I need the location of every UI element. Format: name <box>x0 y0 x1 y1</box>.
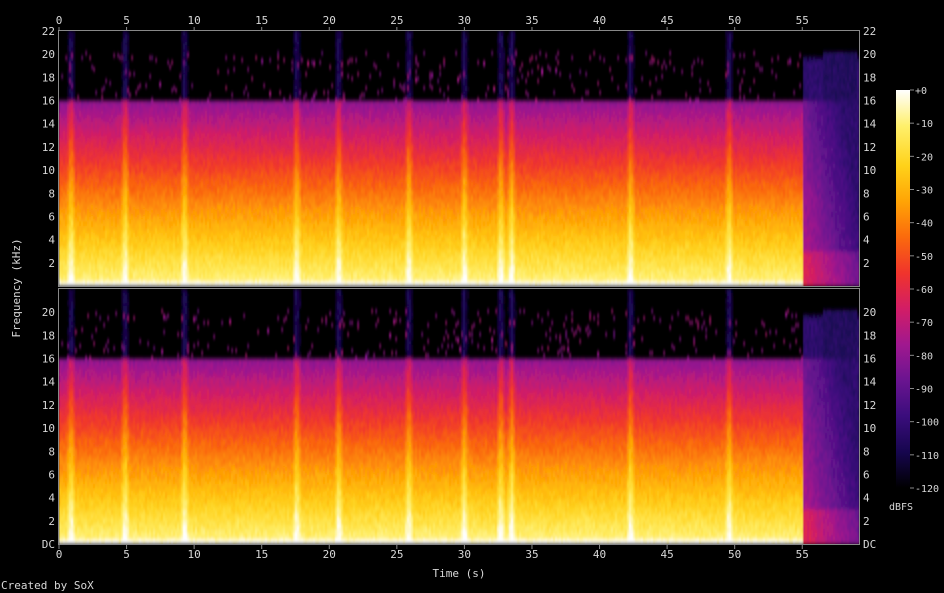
x-tick-label-bottom-9: 45 <box>660 548 673 561</box>
x-tick-label-top-2: 10 <box>188 14 201 27</box>
y-tick-label-ch2-right-7: 14 <box>863 376 877 389</box>
y-tick-label-ch2-right-6: 12 <box>863 399 876 412</box>
colorbar-tick-label-1: -10 <box>915 119 933 130</box>
y-tick-label-ch1-left-1: 4 <box>48 234 55 247</box>
colorbar-label: dBFS <box>889 502 913 513</box>
y-tick-label-ch2-left-2: 4 <box>48 492 55 505</box>
y-tick-label-ch2-left-6: 12 <box>42 399 55 412</box>
y-tick-label-ch1-right-0: 2 <box>863 257 870 270</box>
x-tick-label-bottom-11: 55 <box>796 548 809 561</box>
x-tick-label-top-5: 25 <box>390 14 403 27</box>
y-tick-label-ch2-right-8: 16 <box>863 353 876 366</box>
colorbar-tick-label-8: -80 <box>915 351 933 362</box>
y-tick-label-ch2-right-3: 6 <box>863 468 870 481</box>
y-tick-label-ch2-right-4: 8 <box>863 445 870 458</box>
spectrogram-channel-2 <box>59 289 859 544</box>
y-tick-label-ch2-left-4: 8 <box>48 445 55 458</box>
y-tick-label-ch1-left-10: 22 <box>42 25 55 38</box>
x-tick-label-bottom-7: 35 <box>525 548 538 561</box>
y-tick-label-ch1-right-6: 14 <box>863 118 877 131</box>
colorbar-tick-label-7: -70 <box>915 318 933 329</box>
y-tick-label-ch2-left-9: 18 <box>42 329 55 342</box>
y-tick-label-ch2-left-5: 10 <box>42 422 55 435</box>
y-tick-label-ch2-left-1: 2 <box>48 515 55 528</box>
spectrogram-channel-1 <box>59 31 859 286</box>
y-tick-label-ch2-left-3: 6 <box>48 468 55 481</box>
y-tick-label-ch1-left-2: 6 <box>48 210 55 223</box>
y-tick-label-ch1-left-8: 18 <box>42 71 55 84</box>
y-tick-label-ch2-right-2: 4 <box>863 492 870 505</box>
y-tick-label-ch1-right-9: 20 <box>863 48 876 61</box>
y-tick-label-ch2-left-7: 14 <box>42 376 56 389</box>
y-tick-label-ch1-right-2: 6 <box>863 210 870 223</box>
y-tick-label-ch2-right-9: 18 <box>863 329 876 342</box>
x-tick-label-top-3: 15 <box>255 14 268 27</box>
x-tick-label-bottom-10: 50 <box>728 548 741 561</box>
y-tick-label-ch2-left-8: 16 <box>42 353 55 366</box>
y-tick-label-ch1-right-3: 8 <box>863 187 870 200</box>
x-tick-label-bottom-4: 20 <box>323 548 336 561</box>
x-tick-label-bottom-1: 5 <box>123 548 130 561</box>
y-tick-label-ch1-left-7: 16 <box>42 95 55 108</box>
colorbar-ticks: +0 -10 -20 -30 -40 -50 -60 -70 -80 -90 -100 -110 -12… <box>910 86 939 495</box>
y-tick-label-ch1-left-4: 10 <box>42 164 55 177</box>
y-tick-label-ch2-right-10: 20 <box>863 306 876 319</box>
x-tick-label-top-1: 5 <box>123 14 130 27</box>
x-tick-label-bottom-5: 25 <box>390 548 403 561</box>
colorbar-tick-label-10: -100 <box>915 418 939 429</box>
x-tick-label-top-10: 50 <box>728 14 741 27</box>
y-tick-label-ch1-left-3: 8 <box>48 187 55 200</box>
y-tick-label-ch2-left-10: 20 <box>42 306 55 319</box>
x-tick-label-bottom-2: 10 <box>188 548 201 561</box>
y-tick-label-ch1-left-5: 12 <box>42 141 55 154</box>
x-tick-label-top-9: 45 <box>660 14 673 27</box>
x-tick-label-bottom-6: 30 <box>458 548 471 561</box>
y-tick-label-ch1-right-4: 10 <box>863 164 876 177</box>
x-tick-label-top-11: 55 <box>796 14 809 27</box>
colorbar <box>896 90 910 488</box>
colorbar-tick-label-3: -30 <box>915 186 933 197</box>
x-tick-label-top-6: 30 <box>458 14 471 27</box>
x-tick-label-top-4: 20 <box>323 14 336 27</box>
y-tick-label-ch1-right-7: 16 <box>863 95 876 108</box>
colorbar-tick-label-0: +0 <box>915 86 927 97</box>
y-tick-label-ch1-right-5: 12 <box>863 141 876 154</box>
colorbar-tick-label-9: -90 <box>915 385 933 396</box>
y-tick-label-ch2-right-1: 2 <box>863 515 870 528</box>
x-tick-label-top-0: 0 <box>56 14 63 27</box>
x-tick-label-bottom-8: 40 <box>593 548 606 561</box>
y-tick-label-ch2-right-0: DC <box>863 538 876 551</box>
x-axis-label: Time (s) <box>433 567 486 580</box>
colorbar-tick-label-5: -50 <box>915 252 933 263</box>
y-tick-label-ch1-left-0: 2 <box>48 257 55 270</box>
y-tick-label-ch1-left-6: 14 <box>42 118 56 131</box>
colorbar-tick-label-2: -20 <box>915 152 933 163</box>
created-by-footer: Created by SoX <box>1 579 94 592</box>
y-tick-label-ch1-right-10: 22 <box>863 25 876 38</box>
x-tick-label-bottom-3: 15 <box>255 548 268 561</box>
y-tick-label-ch2-right-5: 10 <box>863 422 876 435</box>
y-tick-label-ch1-right-8: 18 <box>863 71 876 84</box>
y-tick-label-ch1-left-9: 20 <box>42 48 55 61</box>
colorbar-tick-label-11: -110 <box>915 451 939 462</box>
x-tick-label-bottom-0: 0 <box>56 548 63 561</box>
x-tick-label-top-7: 35 <box>525 14 538 27</box>
x-tick-label-top-8: 40 <box>593 14 606 27</box>
y-tick-label-ch1-right-1: 4 <box>863 234 870 247</box>
colorbar-tick-label-12: -120 <box>915 484 939 495</box>
y-tick-label-ch2-left-0: DC <box>42 538 55 551</box>
colorbar-tick-label-6: -60 <box>915 285 933 296</box>
colorbar-tick-label-4: -40 <box>915 219 933 230</box>
y-axis-label: Frequency (kHz) <box>10 238 23 337</box>
